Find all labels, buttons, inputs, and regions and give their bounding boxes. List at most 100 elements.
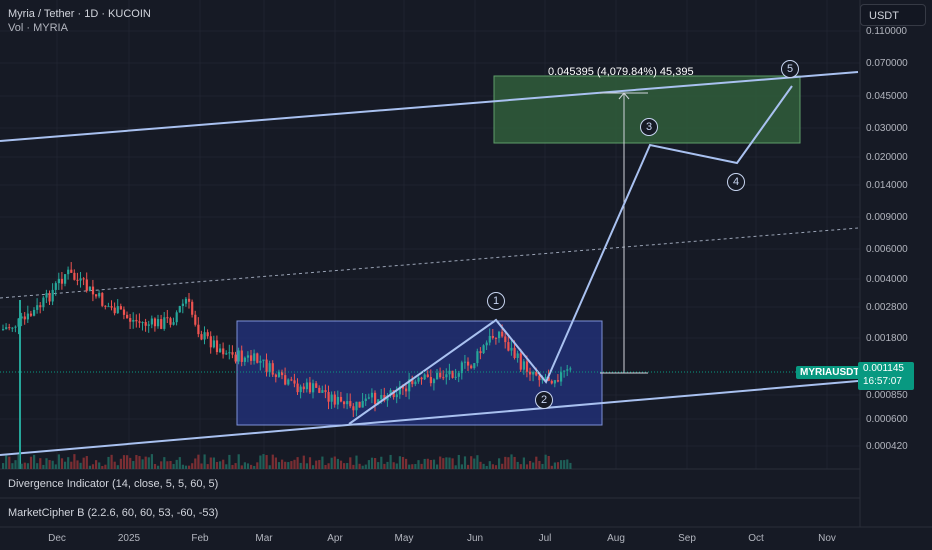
volume-bar xyxy=(429,459,432,469)
volume-legend[interactable]: Vol · MYRIA xyxy=(8,22,68,34)
candle xyxy=(473,363,476,369)
volume-bar xyxy=(327,463,330,469)
volume-bar xyxy=(339,460,343,469)
candle xyxy=(507,342,510,351)
candle xyxy=(95,294,98,297)
price-tick: 0.001800 xyxy=(866,333,908,344)
wave-5-label[interactable]: 5 xyxy=(781,60,799,78)
volume-bar xyxy=(281,459,284,469)
volume-bar xyxy=(268,465,271,469)
candle xyxy=(119,306,122,310)
candle xyxy=(240,350,243,362)
candle xyxy=(141,322,144,324)
price-tick: 0.030000 xyxy=(866,123,908,134)
last-price-tag: 0.001145 16:57:07 xyxy=(858,362,914,390)
candle xyxy=(370,392,374,398)
volume-bar xyxy=(231,464,234,469)
volume-bar xyxy=(408,464,411,469)
candle xyxy=(308,382,312,393)
volume-bar xyxy=(73,454,76,469)
candle xyxy=(194,314,197,325)
candle xyxy=(188,298,191,302)
candle xyxy=(491,336,494,338)
candle xyxy=(361,401,364,408)
volume-bar xyxy=(113,461,116,469)
candle xyxy=(70,269,73,273)
candle xyxy=(166,317,169,319)
volume-bar xyxy=(175,459,178,469)
candle xyxy=(57,278,60,284)
volume-bar xyxy=(417,460,420,469)
candle xyxy=(129,317,132,322)
wave-4-label[interactable]: 4 xyxy=(727,173,745,191)
volume-bar xyxy=(479,461,482,469)
price-tick: 0.000420 xyxy=(866,441,908,452)
candle xyxy=(172,322,175,325)
volume-bar xyxy=(8,456,11,469)
volume-bar xyxy=(541,463,544,469)
candle xyxy=(225,353,228,355)
volume-bar xyxy=(392,462,395,469)
candle xyxy=(485,342,488,346)
wave-3-label[interactable]: 3 xyxy=(640,118,658,136)
candle xyxy=(556,380,560,382)
divergence-indicator-label[interactable]: Divergence Indicator (14, close, 5, 5, 6… xyxy=(8,478,219,490)
candle xyxy=(277,371,281,377)
volume-bar xyxy=(51,460,54,469)
volume-bar xyxy=(358,463,361,469)
volume-bar xyxy=(163,457,166,469)
volume-bar xyxy=(129,457,132,469)
candle xyxy=(429,377,432,384)
volume-bar xyxy=(104,464,107,469)
volume-bar xyxy=(470,456,473,469)
candle xyxy=(51,289,54,302)
candle xyxy=(352,406,355,411)
candle xyxy=(358,401,361,408)
candle xyxy=(36,305,39,310)
candle xyxy=(482,345,485,354)
candle xyxy=(439,372,442,378)
volume-bar xyxy=(253,465,256,469)
volume-bar xyxy=(119,458,122,469)
volume-bar xyxy=(389,454,392,469)
candle xyxy=(525,361,529,372)
volume-bar xyxy=(144,456,147,469)
marketcipher-indicator-label[interactable]: MarketCipher B (2.2.6, 60, 60, 53, -60, … xyxy=(8,507,219,519)
volume-bar xyxy=(507,457,510,469)
volume-bar xyxy=(67,457,70,469)
volume-bar xyxy=(498,458,501,469)
volume-bar xyxy=(535,456,538,469)
measurement-label: 0.045395 (4,079.84%) 45,395 xyxy=(548,66,694,78)
volume-bar xyxy=(386,461,389,469)
candle xyxy=(532,371,535,375)
volume-bar xyxy=(566,459,569,469)
candle xyxy=(160,319,163,329)
symbol-title[interactable]: Myria / Tether · 1D · KUCOIN xyxy=(8,8,151,20)
candle xyxy=(181,303,184,307)
candle xyxy=(231,352,234,355)
volume-bar xyxy=(560,460,563,469)
candle xyxy=(144,322,147,326)
volume-bar xyxy=(485,465,488,469)
candle xyxy=(67,269,70,275)
wave-1-label[interactable]: 1 xyxy=(487,292,505,310)
volume-bar xyxy=(277,462,281,469)
candle xyxy=(398,386,401,395)
candle xyxy=(423,374,426,380)
volume-bar xyxy=(95,460,98,469)
candle xyxy=(104,305,107,307)
volume-bar xyxy=(305,463,308,469)
time-tick: 2025 xyxy=(117,533,141,544)
candle xyxy=(405,388,408,392)
volume-bar xyxy=(150,454,153,469)
candle xyxy=(494,337,498,339)
volume-bar xyxy=(135,455,138,469)
currency-button[interactable]: USDT xyxy=(860,4,926,26)
volume-bar xyxy=(222,459,225,469)
volume-bar xyxy=(538,460,541,469)
wave-2-label[interactable]: 2 xyxy=(535,391,553,409)
volume-bar xyxy=(432,459,436,469)
candle xyxy=(212,340,215,348)
candle xyxy=(135,319,138,322)
